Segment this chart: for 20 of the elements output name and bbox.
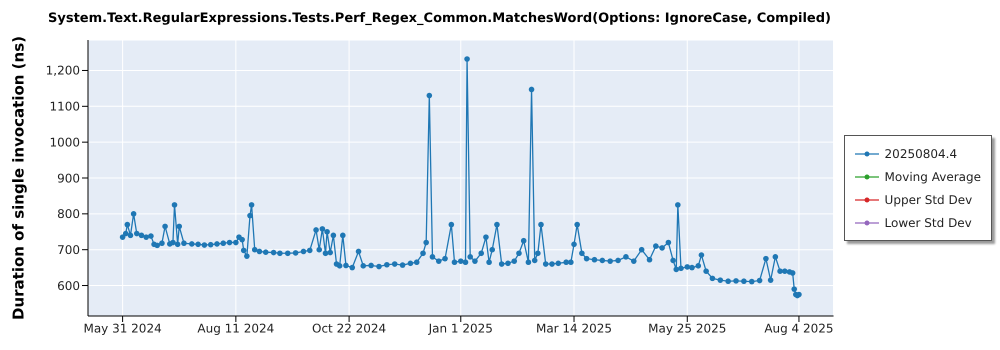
legend-label: 20250804.4 bbox=[884, 146, 958, 160]
y-tick-label: 900 bbox=[57, 171, 80, 186]
x-tick-label: May 31 2024 bbox=[83, 322, 162, 336]
legend-label: Upper Std Dev bbox=[884, 192, 972, 206]
y-tick-label: 700 bbox=[57, 242, 80, 257]
x-tick-label: May 25 2025 bbox=[648, 322, 726, 336]
chart-title: System.Text.RegularExpressions.Tests.Perf_Regex_Common.MatchesWord(Options: IgnoreCase, Compiled) bbox=[47, 10, 832, 28]
y-tick-label: 800 bbox=[57, 207, 80, 222]
legend-label: Lower Std Dev bbox=[884, 216, 972, 230]
x-tick-label: Aug 4 2025 bbox=[764, 322, 834, 336]
y-tick-label: 600 bbox=[57, 278, 80, 293]
x-tick-label: Mar 14 2025 bbox=[536, 322, 612, 336]
y-axis-title: Duration of single invocation (ns) bbox=[9, 36, 28, 320]
x-tick-label: Jan 1 2025 bbox=[428, 322, 493, 336]
legend-label: Moving Average bbox=[884, 170, 981, 184]
y-tick-label: 1100 bbox=[49, 100, 80, 114]
y-tick-label: 1,200 bbox=[46, 64, 80, 78]
x-tick-label: Oct 22 2024 bbox=[312, 322, 386, 336]
x-tick-label: Aug 11 2024 bbox=[197, 322, 274, 336]
y-tick-label: 1000 bbox=[49, 135, 80, 150]
